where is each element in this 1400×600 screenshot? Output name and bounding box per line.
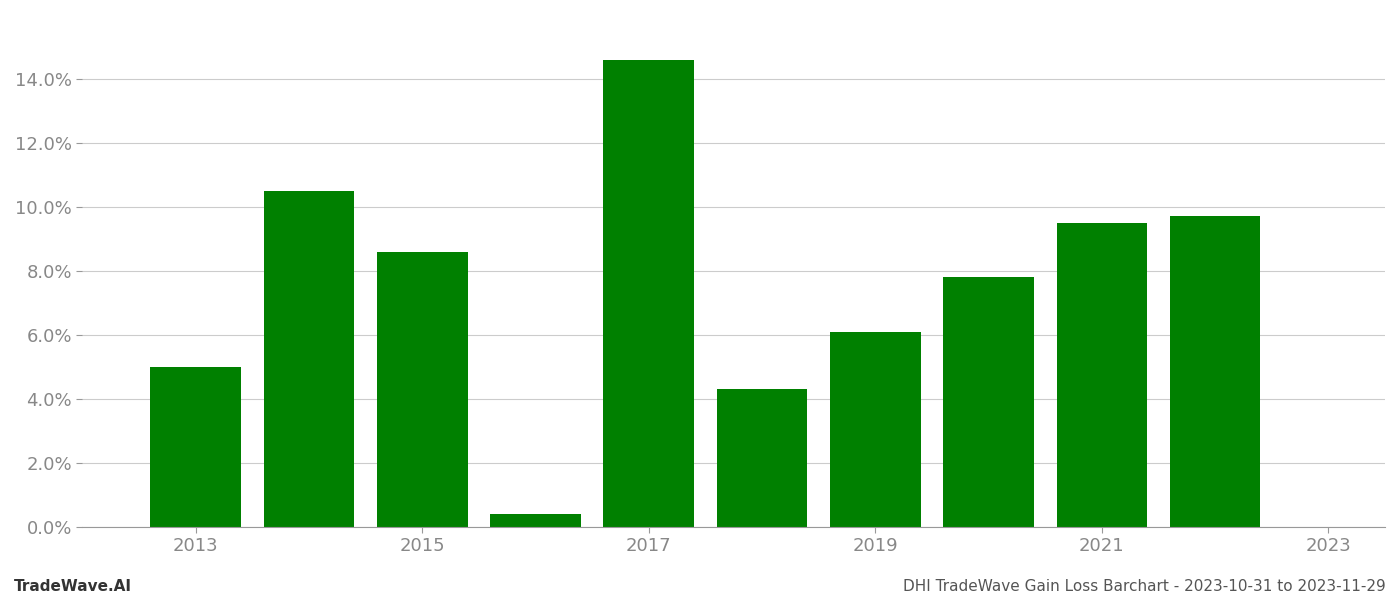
Bar	[263, 191, 354, 527]
Text: TradeWave.AI: TradeWave.AI	[14, 579, 132, 594]
Bar	[603, 60, 694, 527]
Text: DHI TradeWave Gain Loss Barchart - 2023-10-31 to 2023-11-29: DHI TradeWave Gain Loss Barchart - 2023-…	[903, 579, 1386, 594]
Bar	[490, 514, 581, 527]
Bar	[944, 277, 1033, 527]
Bar	[150, 367, 241, 527]
Bar	[377, 251, 468, 527]
Bar	[830, 332, 921, 527]
Bar	[1057, 223, 1147, 527]
Bar	[1170, 217, 1260, 527]
Bar	[717, 389, 808, 527]
